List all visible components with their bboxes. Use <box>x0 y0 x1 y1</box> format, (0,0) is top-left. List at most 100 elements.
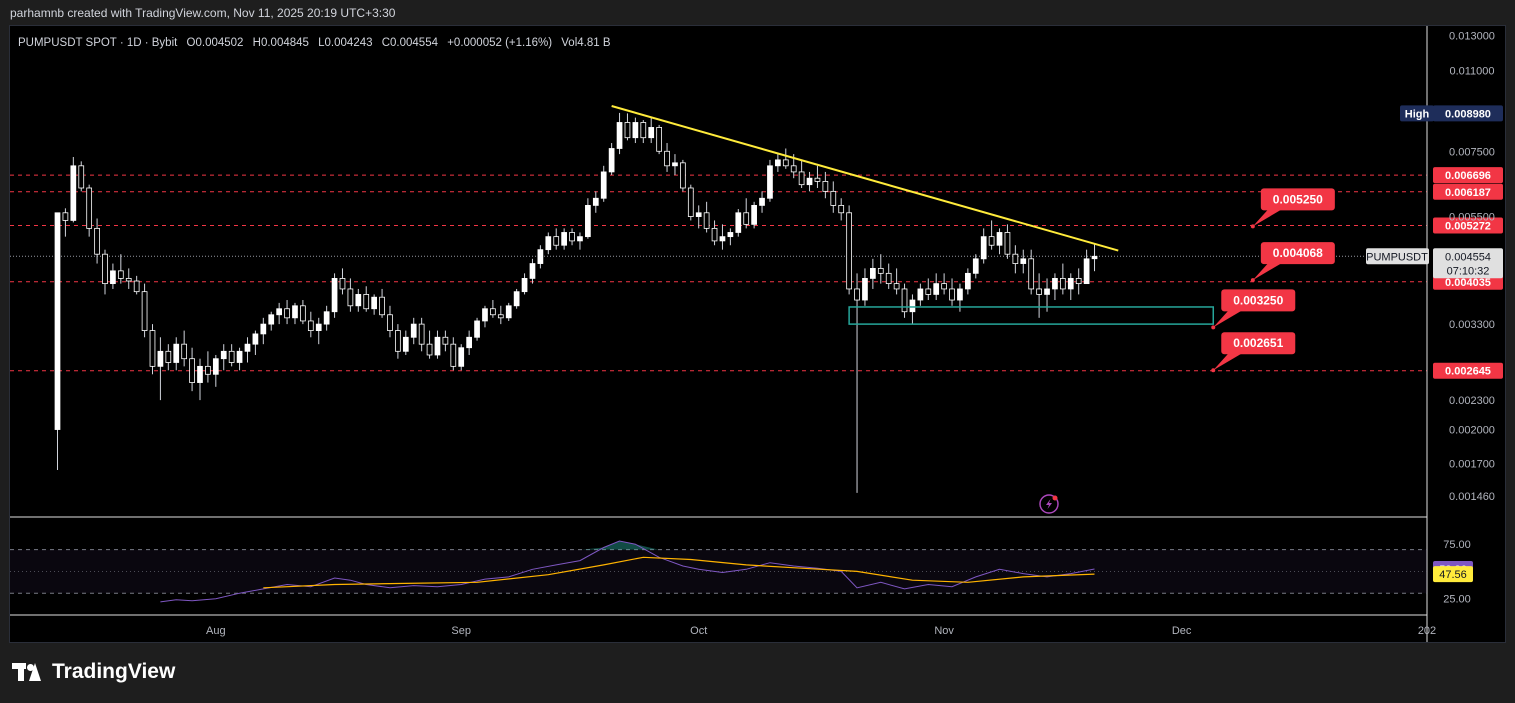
candle-26 <box>260 317 267 345</box>
rsi-line <box>160 540 1095 603</box>
chart-frame[interactable]: 0.005250 0.004068 0.003250 0.002651 0.00669… <box>10 26 1505 642</box>
candle-101 <box>854 273 860 493</box>
candle-76 <box>656 124 662 155</box>
candle-81 <box>695 205 702 229</box>
candle-117 <box>980 228 987 264</box>
candle-25 <box>252 330 259 355</box>
target-tags: 0.005250 0.004068 0.003250 0.002651 <box>1211 188 1335 373</box>
candle-84 <box>719 224 726 250</box>
target-tag-3[interactable]: 0.002651 <box>1211 332 1296 373</box>
candle-63 <box>553 228 560 250</box>
candle-12 <box>149 324 156 375</box>
target-tag-0[interactable]: 0.005250 <box>1250 188 1335 229</box>
candle-15 <box>173 337 180 371</box>
candle-41 <box>379 288 385 318</box>
candle-74 <box>640 120 647 144</box>
candle-113 <box>949 278 955 306</box>
last-price-symbol-box <box>1366 248 1429 265</box>
rsi-tick-1: 25.00 <box>1443 594 1471 606</box>
candle-10 <box>133 275 140 295</box>
trendline <box>611 105 1119 252</box>
candle-51 <box>458 344 465 371</box>
high-label-box <box>1400 105 1434 122</box>
last-price-box <box>1433 248 1503 279</box>
candle-44 <box>402 330 409 355</box>
candle-106 <box>893 268 900 295</box>
high-label: High <box>1405 108 1430 120</box>
candle-122 <box>1020 249 1027 274</box>
candle-118 <box>988 220 995 250</box>
candle-116 <box>972 254 979 279</box>
time-tick-0: Aug <box>206 625 226 637</box>
price-tick-4: 0.003300 <box>1449 319 1495 331</box>
candle-48 <box>434 330 441 359</box>
last-price-countdown: 07:10:32 <box>1447 265 1490 277</box>
price-tick-5: 0.002300 <box>1449 395 1495 407</box>
candle-7 <box>110 263 116 289</box>
candle-47 <box>426 330 433 359</box>
candle-22 <box>228 344 235 367</box>
candle-42 <box>387 305 393 338</box>
candle-56 <box>497 305 504 325</box>
candle-127 <box>1060 263 1066 295</box>
candle-19 <box>205 351 211 383</box>
candle-99 <box>838 198 845 221</box>
candle-16 <box>181 330 188 367</box>
candle-40 <box>371 294 377 315</box>
candle-8 <box>117 254 124 284</box>
candle-75 <box>648 117 655 144</box>
support-zone <box>848 306 1215 325</box>
candle-62 <box>545 232 552 255</box>
ohlc-legend: PUMPUSDT SPOT · 1D · Bybit O0.004502 H0.… <box>18 37 611 49</box>
candle-32 <box>307 311 314 338</box>
high-value: 0.008980 <box>1445 108 1491 120</box>
rsi-ma-box <box>1433 566 1473 583</box>
candle-28 <box>276 302 283 325</box>
level-tag-label-3: 0.004035 <box>1445 277 1491 289</box>
candle-6 <box>102 249 108 295</box>
candle-77 <box>664 143 670 172</box>
tradingview-logo: TradingView <box>12 660 175 684</box>
candle-21 <box>220 344 227 371</box>
candle-121 <box>1012 245 1019 274</box>
legend-volume: Vol4.81 B <box>561 37 611 49</box>
candle-78 <box>672 154 678 176</box>
candle-95 <box>806 171 813 192</box>
target-tag-1[interactable]: 0.004068 <box>1250 242 1335 283</box>
candle-70 <box>608 143 615 176</box>
tradingview-logo-icon <box>12 661 46 683</box>
lightning-alert-icon[interactable] <box>1039 494 1059 514</box>
candle-105 <box>885 263 892 289</box>
candle-91 <box>775 154 781 172</box>
last-price-symbol: PUMPUSDT <box>1366 251 1428 263</box>
candle-88 <box>751 201 757 229</box>
target-tag-2[interactable]: 0.003250 <box>1211 289 1296 330</box>
price-tick-8: 0.001460 <box>1449 491 1495 503</box>
candle-39 <box>363 286 370 312</box>
candle-54 <box>482 305 488 328</box>
candle-1 <box>62 208 69 237</box>
candle-109 <box>917 283 924 306</box>
candle-59 <box>521 273 528 295</box>
candle-71 <box>616 112 623 155</box>
candle-61 <box>537 245 544 269</box>
candle-64 <box>561 228 567 250</box>
candle-68 <box>592 191 599 213</box>
candle-2 <box>70 156 77 223</box>
candlestick-chart[interactable]: 0.005250 0.004068 0.003250 0.002651 0.00669… <box>10 26 1505 642</box>
rsi-tick-0: 75.00 <box>1443 539 1471 551</box>
high-value-box <box>1433 105 1503 122</box>
candle-112 <box>941 273 947 295</box>
candle-46 <box>418 317 425 352</box>
price-tick-0: 0.013000 <box>1449 30 1495 42</box>
candle-111 <box>933 273 940 301</box>
candle-103 <box>870 258 876 289</box>
candle-80 <box>687 184 694 221</box>
candle-24 <box>244 337 251 363</box>
legend-high: H0.004845 <box>253 37 309 49</box>
legend-low: L0.004243 <box>318 37 372 49</box>
chart-credit: parhamnb created with TradingView.com, N… <box>10 6 396 20</box>
candle-37 <box>347 278 354 312</box>
candle-125 <box>1044 278 1050 312</box>
